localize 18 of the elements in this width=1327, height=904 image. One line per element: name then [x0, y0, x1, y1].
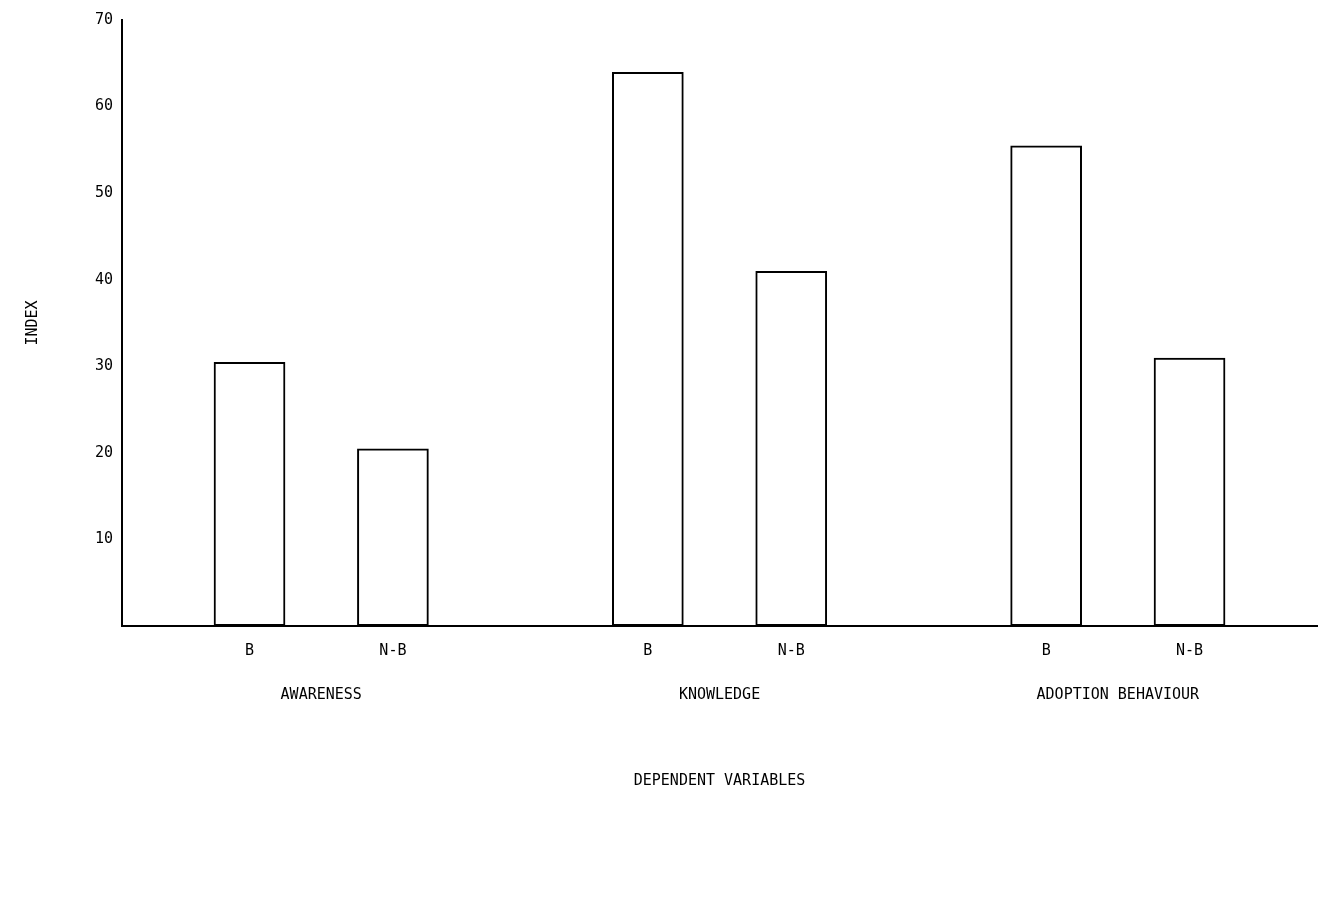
y-tick-label: 70: [95, 9, 114, 28]
text: N-B: [1175, 641, 1204, 660]
text: N-B: [777, 641, 805, 660]
text: B: [643, 641, 653, 660]
y-tick-label: 20: [95, 442, 114, 461]
y-axis-title: INDEX: [22, 300, 41, 346]
y-tick-label: 30: [95, 356, 114, 375]
y-tick-label: 40: [95, 269, 114, 288]
y-tick-label: 60: [95, 96, 114, 115]
y-tick-label: 50: [95, 183, 114, 202]
x-tick-label: KNOWLEDGE: [678, 684, 761, 703]
series-label: N-B: [379, 641, 407, 660]
text: B: [1041, 641, 1051, 660]
x-tick-label: ADOPTION BEHAVIOUR: [1036, 684, 1201, 703]
y-tick-label: 10: [95, 529, 114, 548]
series-label: B: [245, 641, 255, 660]
x-tick-label: AWARENESS: [280, 684, 362, 703]
x-axis-title: DEPENDENT VARIABLES: [633, 770, 806, 789]
